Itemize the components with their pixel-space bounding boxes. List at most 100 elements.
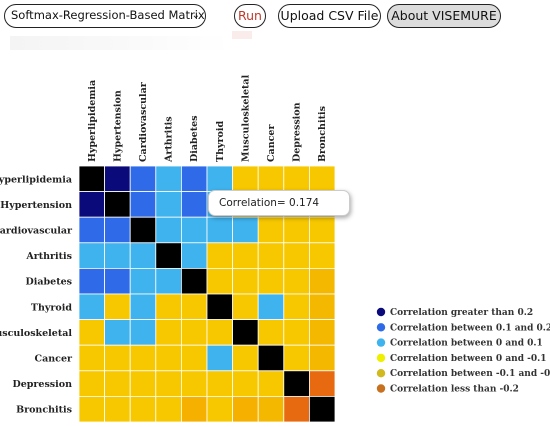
heatmap-cell[interactable]	[78, 293, 106, 321]
run-button[interactable]: Run	[234, 4, 266, 28]
heatmap-cell[interactable]	[283, 395, 310, 423]
heatmap-cell[interactable]	[232, 293, 259, 321]
heatmap-cell[interactable]	[206, 370, 234, 397]
heatmap-cell[interactable]	[104, 165, 131, 193]
heatmap-cell[interactable]	[206, 344, 234, 372]
heatmap-cell[interactable]	[257, 293, 285, 321]
heatmap-cell[interactable]	[283, 242, 310, 269]
heatmap-cell[interactable]	[232, 165, 259, 193]
heatmap-cell[interactable]	[155, 267, 182, 295]
heatmap-cell[interactable]	[232, 370, 259, 397]
heatmap-cell[interactable]	[308, 395, 336, 423]
heatmap-cell[interactable]	[129, 165, 157, 193]
heatmap-cell[interactable]	[180, 370, 208, 397]
heatmap-cell[interactable]	[308, 216, 336, 244]
heatmap-cell[interactable]	[155, 370, 182, 397]
heatmap-cell[interactable]	[129, 267, 157, 295]
heatmap-cell[interactable]	[104, 242, 131, 269]
heatmap-cell[interactable]	[155, 165, 182, 193]
heatmap-cell[interactable]	[308, 319, 336, 346]
heatmap-cell[interactable]	[283, 370, 310, 397]
heatmap-cell[interactable]	[104, 370, 131, 397]
heatmap-cell[interactable]	[283, 344, 310, 372]
heatmap-cell[interactable]	[129, 191, 157, 218]
heatmap-cell[interactable]	[180, 395, 208, 423]
heatmap-cell[interactable]	[232, 267, 259, 295]
heatmap-cell[interactable]	[308, 370, 336, 397]
heatmap-cell[interactable]	[257, 216, 285, 244]
heatmap-cell[interactable]	[180, 344, 208, 372]
heatmap-cell[interactable]	[257, 344, 285, 372]
heatmap-cell[interactable]	[129, 242, 157, 269]
heatmap-cell[interactable]	[129, 216, 157, 244]
heatmap-cell[interactable]	[78, 216, 106, 244]
heatmap-cell[interactable]	[283, 267, 310, 295]
heatmap-cell[interactable]	[78, 242, 106, 269]
heatmap-cell[interactable]	[206, 267, 234, 295]
heatmap-cell[interactable]	[129, 344, 157, 372]
heatmap-cell[interactable]	[104, 267, 131, 295]
heatmap-cell[interactable]	[283, 319, 310, 346]
heatmap-cell[interactable]	[308, 242, 336, 269]
about-button[interactable]: About VISEMURE	[387, 4, 501, 28]
heatmap-cell[interactable]	[232, 344, 259, 372]
heatmap-cell[interactable]	[155, 293, 182, 321]
heatmap-cell[interactable]	[129, 319, 157, 346]
heatmap-cell[interactable]	[206, 293, 234, 321]
heatmap-cell[interactable]	[180, 165, 208, 193]
heatmap-cell[interactable]	[257, 165, 285, 193]
heatmap-cell[interactable]	[206, 319, 234, 346]
heatmap-cell[interactable]	[180, 319, 208, 346]
heatmap-cell[interactable]	[232, 395, 259, 423]
heatmap-cell[interactable]	[283, 165, 310, 193]
heatmap-cell[interactable]	[232, 319, 259, 346]
heatmap-cell[interactable]	[155, 344, 182, 372]
heatmap-cell[interactable]	[78, 165, 106, 193]
heatmap-cell[interactable]	[155, 216, 182, 244]
heatmap-cell[interactable]	[257, 370, 285, 397]
heatmap-cell[interactable]	[206, 165, 234, 193]
heatmap-cell[interactable]	[257, 395, 285, 423]
heatmap-cell[interactable]	[283, 216, 310, 244]
heatmap-cell[interactable]	[206, 216, 234, 244]
heatmap-cell[interactable]	[257, 319, 285, 346]
heatmap-cell[interactable]	[232, 242, 259, 269]
heatmap-cell[interactable]	[180, 267, 208, 295]
heatmap-cell[interactable]	[257, 267, 285, 295]
matrix-type-select[interactable]: Softmax-Regression-Based Matrix ⌄	[4, 4, 206, 28]
heatmap-cell[interactable]	[104, 293, 131, 321]
heatmap-cell[interactable]	[104, 344, 131, 372]
heatmap-cell[interactable]	[180, 242, 208, 269]
heatmap-cell[interactable]	[155, 242, 182, 269]
heatmap-cell[interactable]	[104, 191, 131, 218]
heatmap-cell[interactable]	[257, 242, 285, 269]
heatmap-cell[interactable]	[308, 344, 336, 372]
heatmap-cell[interactable]	[206, 242, 234, 269]
heatmap-cell[interactable]	[78, 267, 106, 295]
heatmap-cell[interactable]	[155, 191, 182, 218]
heatmap-cell[interactable]	[129, 293, 157, 321]
heatmap-cell[interactable]	[180, 216, 208, 244]
heatmap-cell[interactable]	[104, 395, 131, 423]
heatmap-cell[interactable]	[308, 267, 336, 295]
heatmap-cell[interactable]	[104, 216, 131, 244]
heatmap-cell[interactable]	[308, 293, 336, 321]
heatmap-cell[interactable]	[155, 319, 182, 346]
heatmap-cell[interactable]	[308, 165, 336, 193]
heatmap-cell[interactable]	[129, 395, 157, 423]
heatmap-cell[interactable]	[283, 293, 310, 321]
upload-csv-button[interactable]: Upload CSV File	[278, 4, 381, 28]
heatmap-cell[interactable]	[78, 191, 106, 218]
heatmap-cell[interactable]	[155, 395, 182, 423]
toolbar: Softmax-Regression-Based Matrix ⌄ Run Up…	[0, 0, 550, 34]
heatmap-cell[interactable]	[180, 293, 208, 321]
heatmap-cell[interactable]	[206, 395, 234, 423]
heatmap-cell[interactable]	[78, 344, 106, 372]
heatmap-cell[interactable]	[129, 370, 157, 397]
heatmap-cell[interactable]	[78, 319, 106, 346]
heatmap-cell[interactable]	[232, 216, 259, 244]
heatmap-cell[interactable]	[78, 370, 106, 397]
heatmap-cell[interactable]	[104, 319, 131, 346]
heatmap-cell[interactable]	[78, 395, 106, 423]
heatmap-cell[interactable]	[180, 191, 208, 218]
